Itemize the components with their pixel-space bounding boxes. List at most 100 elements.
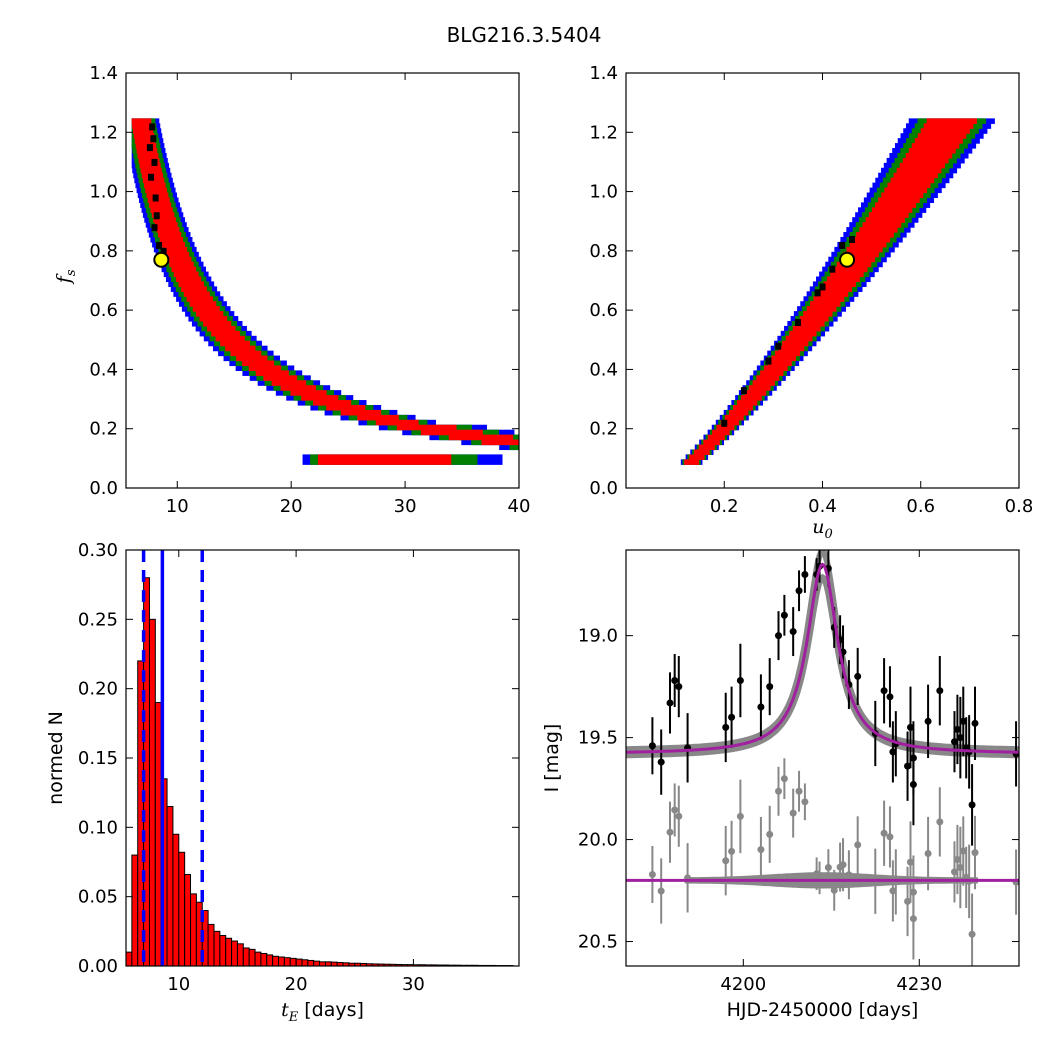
confidence-cell	[280, 385, 316, 391]
confidence-cell	[301, 395, 339, 401]
histogram-bar	[131, 854, 139, 966]
confidence-cell	[192, 306, 220, 312]
residual-point	[936, 818, 944, 826]
x-axis-label: tE [days]	[281, 999, 364, 1025]
confidence-cell	[689, 454, 705, 460]
confidence-cell	[792, 325, 821, 332]
confidence-cell	[165, 251, 190, 258]
data-point	[906, 723, 914, 731]
residual-point	[757, 846, 765, 854]
residual-point	[880, 829, 888, 837]
confidence-cell	[313, 400, 352, 406]
y-tick-label: 1.2	[89, 122, 118, 143]
histogram-bar	[213, 930, 221, 966]
confidence-cell	[183, 291, 210, 297]
y-tick-label: 0.15	[78, 748, 118, 769]
confidence-cell	[849, 241, 887, 248]
confidence-cell	[823, 281, 856, 287]
confidence-cell	[161, 241, 186, 248]
confidence-cell	[132, 128, 154, 134]
confidence-cell	[902, 157, 949, 164]
y-axis-label: fs	[53, 269, 79, 285]
confidence-cell	[567, 449, 641, 455]
confidence-cell	[756, 375, 780, 381]
residual-point	[675, 812, 683, 820]
histogram-bar	[172, 833, 180, 966]
confidence-cell	[796, 320, 825, 327]
residual-point	[728, 847, 736, 855]
y-tick-label: 0.2	[589, 419, 618, 440]
confidence-cell	[920, 128, 970, 134]
confidence-cell	[263, 375, 298, 381]
confidence-cell	[225, 345, 256, 352]
data-point	[671, 677, 679, 685]
data-point	[801, 570, 809, 578]
y-axis-label: normed N	[45, 711, 67, 805]
confidence-cell	[499, 444, 519, 451]
y-tick-label: 0.6	[589, 300, 618, 321]
confidence-cell	[545, 449, 678, 455]
x-tick-label: 10	[167, 974, 190, 995]
confidence-cell	[169, 261, 194, 268]
data-point	[959, 717, 967, 725]
confidence-cell	[236, 355, 268, 362]
residual-point	[789, 809, 797, 817]
residual-point	[839, 861, 847, 869]
histogram-bar	[148, 618, 156, 966]
axes-frame	[625, 549, 1020, 967]
confidence-cell	[509, 444, 519, 451]
confidence-cell	[420, 429, 483, 436]
confidence-cell	[340, 409, 382, 416]
y-tick-label: 1.4	[89, 63, 118, 84]
best-likelihood-cell	[148, 173, 155, 181]
y-axis-label: I [mag]	[541, 724, 563, 793]
confidence-cell	[806, 306, 837, 312]
y-tick-label: 0.30	[78, 540, 118, 561]
confidence-cell	[171, 266, 197, 273]
confidence-cell	[856, 232, 894, 238]
confidence-cell	[156, 227, 180, 233]
confidence-cell	[893, 172, 938, 179]
data-point	[889, 748, 897, 756]
best-likelihood-cell	[814, 289, 821, 297]
confidence-cell	[149, 202, 172, 208]
histogram-bar	[254, 951, 262, 966]
data-point	[789, 628, 797, 636]
data-point	[971, 719, 979, 727]
confidence-cell	[151, 212, 175, 218]
confidence-cell	[865, 217, 906, 223]
histogram-bar	[219, 934, 227, 966]
figure-title: BLG216.3.5404	[447, 23, 602, 47]
x-tick-label: 30	[394, 496, 417, 517]
confidence-cell	[728, 409, 749, 416]
panel-fs-vs-tE: 10 20 30 40 0.0 0.2 0.4 0.6 0.8 1.0 1.2 1.4 fs	[53, 63, 678, 517]
residual-point	[953, 855, 961, 863]
confidence-cell	[830, 271, 864, 278]
confidence-cell	[138, 157, 160, 164]
confidence-cell	[242, 360, 275, 367]
confidence-cell	[154, 222, 178, 228]
confidence-cell	[846, 246, 883, 253]
best-likelihood-cell	[151, 158, 158, 166]
histogram-bar	[236, 943, 244, 966]
confidence-cell	[782, 340, 809, 347]
confidence-cell	[887, 182, 931, 189]
confidence-cell	[255, 370, 289, 376]
confidence-cell	[144, 182, 166, 189]
confidence-cell	[203, 320, 232, 327]
best-likelihood-cell	[794, 319, 801, 326]
confidence-cell	[196, 311, 224, 317]
confidence-cell	[862, 222, 902, 228]
confidence-cell	[215, 335, 245, 342]
x-tick-label: 30	[402, 974, 425, 995]
confidence-cell	[684, 459, 700, 465]
residual-point	[666, 828, 674, 836]
confidence-cell	[211, 330, 241, 337]
confidence-cell	[778, 345, 805, 352]
y-tick-label: 0.0	[589, 478, 618, 499]
confidence-cell	[911, 143, 960, 149]
best-likelihood-cell	[775, 342, 782, 350]
residual-point	[854, 841, 862, 849]
residual-point	[906, 858, 914, 866]
confidence-cell	[220, 340, 250, 347]
